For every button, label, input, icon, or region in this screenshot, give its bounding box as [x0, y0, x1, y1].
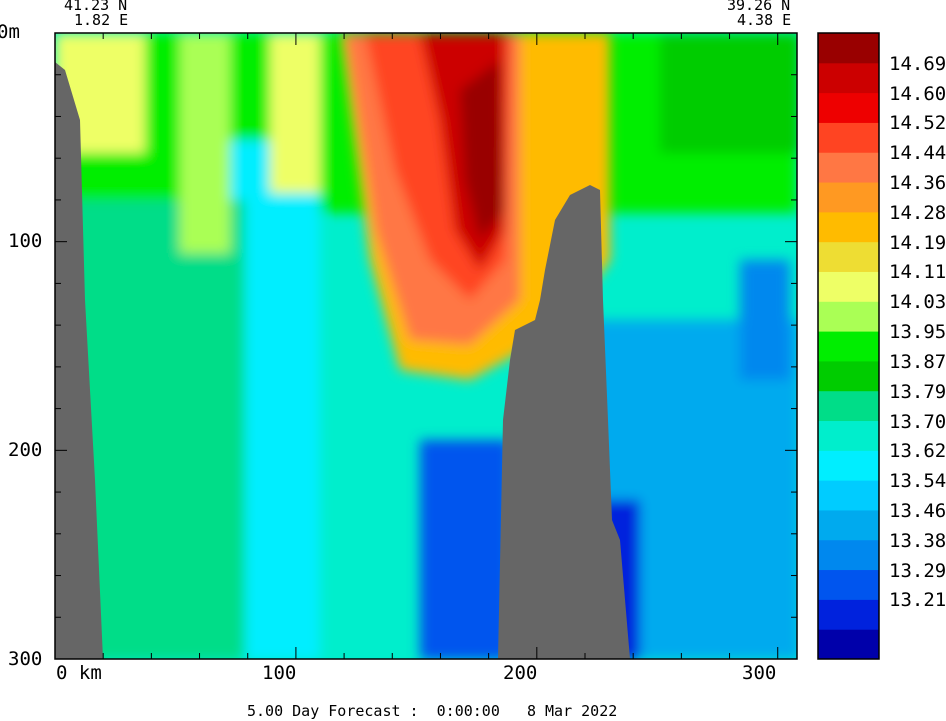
corner-left-lon: 1.82 E [74, 11, 129, 29]
colorbar-swatch [818, 539, 879, 571]
colorbar-swatch [818, 629, 879, 660]
colorbar-label: 13.95 [889, 321, 946, 344]
colorbar-label: 13.70 [889, 410, 946, 433]
bathymetry-center [498, 185, 630, 659]
colorbar-swatch [818, 122, 879, 153]
y-tick-label-100: 100 [8, 230, 43, 252]
colorbar-swatch [818, 92, 879, 123]
colorbar-swatch [818, 331, 879, 362]
colorbar-label: 13.62 [889, 440, 946, 463]
colorbar-label: 13.87 [889, 350, 946, 373]
colorbar-swatch [818, 182, 879, 213]
colorbar-frame [817, 32, 880, 660]
x-axis-ticks [54, 33, 779, 659]
bathymetry-left [55, 62, 103, 659]
colorbar-swatch [818, 62, 879, 94]
colorbar-swatch [818, 241, 879, 272]
colorbar-swatch [818, 211, 879, 243]
colorbar-swatch [818, 509, 879, 541]
colorbar-swatch [818, 420, 879, 451]
colorbar-label: 14.44 [889, 142, 946, 165]
colorbar-label: 14.69 [889, 52, 946, 75]
x-tick-label-300: 300 [742, 662, 777, 684]
colorbar-label: 14.60 [889, 82, 946, 105]
colorbar-label: 14.11 [889, 261, 946, 284]
colorbar-label: 13.79 [889, 380, 946, 403]
colorbar-swatch [818, 450, 879, 481]
colorbar-label: 13.54 [889, 470, 946, 493]
colorbar-label: 13.46 [889, 499, 946, 522]
corner-left-lat: 41.23 N [64, 0, 128, 14]
colorbar-label: 14.28 [889, 201, 946, 224]
colorbar-swatch [818, 390, 879, 422]
y-tick-label-0: 0m [0, 21, 20, 43]
x-tick-label-200: 200 [503, 662, 538, 684]
colorbar-label: 13.29 [889, 559, 946, 582]
y-tick-label-200: 200 [8, 439, 43, 461]
colorbar-swatch [818, 360, 879, 392]
colorbar-swatch [818, 301, 879, 332]
colorbar-swatch [818, 569, 879, 600]
colorbar-swatch [818, 152, 879, 183]
colorbar-swatch [818, 599, 879, 630]
x-tick-label-100: 100 [262, 662, 297, 684]
colorbar-label: 13.21 [889, 589, 946, 612]
colorbar-swatch [818, 480, 879, 511]
forecast-title: 5.00 Day Forecast : 0:00:00 8 Mar 2022 [247, 702, 618, 720]
colorbar-label: 14.36 [889, 172, 946, 195]
plot-frame [54, 32, 798, 660]
plot-area [55, 33, 797, 659]
colorbar-swatch [818, 33, 879, 64]
y-tick-label-300: 300 [8, 648, 43, 670]
colorbar [817, 32, 880, 660]
corner-right-lon: 4.38 E [737, 11, 792, 29]
y-axis-ticks [55, 32, 797, 660]
colorbar-label: 14.52 [889, 112, 946, 135]
x-tick-label-0: 0 km [56, 662, 102, 684]
colorbar-label: 14.03 [889, 291, 946, 314]
colorbar-label: 13.38 [889, 529, 946, 552]
colorbar-swatch [818, 271, 879, 302]
corner-right-lat: 39.26 N [727, 0, 791, 14]
colorbar-label: 14.19 [889, 231, 946, 254]
